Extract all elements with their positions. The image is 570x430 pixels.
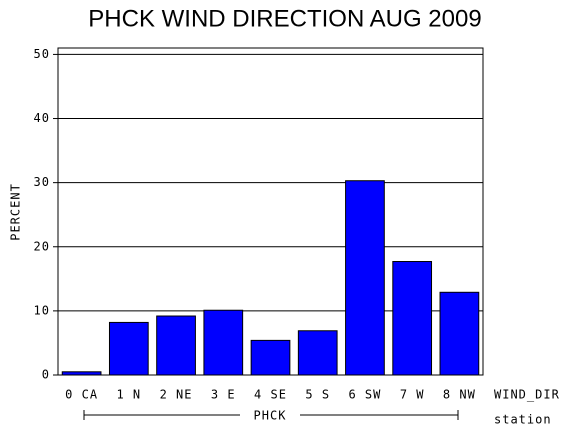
bar: [392, 261, 433, 376]
x-tick-label: 5 S: [305, 388, 330, 402]
bar: [108, 321, 149, 376]
bar: [345, 180, 385, 376]
x-axis-label: WIND_DIR: [494, 388, 560, 402]
y-tick-label: 30: [34, 175, 50, 189]
x-tick-label: 0 CA: [65, 388, 98, 402]
group-label: PHCK: [254, 409, 287, 423]
bar: [297, 330, 338, 376]
x-tick-label: 6 SW: [348, 388, 381, 402]
y-axis-label: PERCENT: [9, 183, 23, 241]
x-tick-label: 7 W: [400, 388, 425, 402]
y-tick-label: 20: [34, 239, 50, 253]
x-tick-label: 8 NW: [443, 388, 476, 402]
y-tick-label: 10: [34, 303, 50, 317]
x-tick-label: 4 SE: [254, 388, 287, 402]
y-tick-label: 0: [42, 368, 50, 382]
x-tick-label: 2 NE: [160, 388, 193, 402]
plot-frame: [57, 47, 484, 376]
y-tick-label: 50: [34, 47, 50, 61]
bar: [439, 291, 480, 376]
y-tick-label: 40: [34, 111, 50, 125]
bar: [250, 339, 291, 376]
bar: [156, 315, 196, 376]
bar: [203, 309, 244, 376]
chart-title: PHCK WIND DIRECTION AUG 2009: [88, 5, 481, 32]
x-tick-label: 3 E: [211, 388, 236, 402]
x-tick-label: 1 N: [116, 388, 141, 402]
group-axis-label: station: [494, 413, 552, 427]
